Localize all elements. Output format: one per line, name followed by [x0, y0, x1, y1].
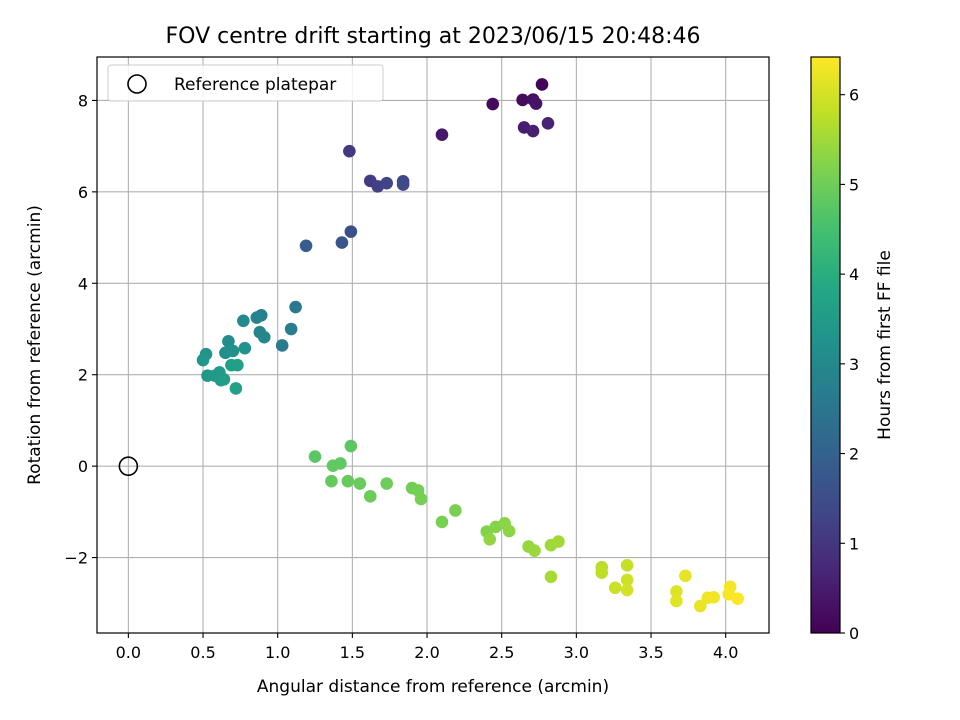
data-point: [380, 176, 394, 190]
data-point: [353, 477, 367, 490]
data-point: [620, 559, 634, 572]
data-point: [435, 515, 449, 529]
data-point: [284, 322, 298, 336]
y-tick-label: 2: [78, 366, 88, 385]
data-point: [289, 300, 302, 314]
colorbar-tick-label: 2: [849, 445, 859, 464]
data-point: [237, 314, 250, 328]
data-point: [535, 78, 549, 91]
data-point: [257, 330, 271, 344]
colorbar-tick-label: 5: [849, 175, 859, 194]
data-point: [544, 570, 558, 584]
data-point: [449, 504, 462, 517]
data-point: [414, 492, 428, 506]
x-axis-title: Angular distance from reference (arcmin): [257, 677, 609, 697]
data-point: [341, 474, 355, 488]
data-point: [731, 592, 744, 606]
x-tick-label: 1.0: [265, 643, 290, 662]
data-point: [343, 144, 356, 158]
data-point: [299, 239, 313, 253]
data-point: [707, 591, 721, 604]
x-tick-label: 2.0: [414, 643, 439, 662]
legend-box: [107, 64, 384, 102]
colorbar-gradient: [810, 56, 841, 634]
legend-label: Reference platepar: [174, 75, 336, 95]
reference-platepar-marker: [118, 456, 139, 476]
data-point: [335, 236, 349, 249]
data-point: [541, 116, 555, 130]
x-tick-label: 3.5: [638, 643, 663, 662]
x-tick-label: 0.0: [116, 643, 141, 662]
data-point: [396, 178, 410, 191]
data-point: [222, 335, 235, 348]
y-tick-label: 8: [78, 91, 88, 110]
colorbar-ticks: 0 1 2 3 4 5 6: [840, 86, 859, 643]
data-point: [670, 594, 683, 608]
plot-area: [97, 57, 769, 633]
data-point: [486, 97, 500, 111]
x-tick-label: 4.0: [713, 643, 738, 662]
colorbar-tick-label: 1: [849, 534, 859, 553]
data-point: [435, 128, 449, 142]
x-tick-label: 2.5: [489, 643, 514, 662]
data-point: [552, 535, 565, 548]
data-point: [620, 573, 634, 587]
data-point: [679, 569, 692, 583]
colorbar-label: Hours from first FF file: [875, 250, 895, 440]
data-point: [502, 524, 516, 538]
legend: Reference platepar: [107, 64, 384, 102]
data-point: [325, 474, 338, 488]
x-tick-label: 1.5: [340, 643, 365, 662]
data-points: [196, 78, 744, 613]
colorbar-tick-label: 4: [849, 265, 859, 284]
chart-title: FOV centre drift starting at 2023/06/15 …: [166, 24, 701, 49]
data-point: [595, 566, 609, 579]
data-point: [528, 544, 541, 558]
data-point: [529, 97, 543, 110]
data-point: [326, 459, 340, 472]
colorbar-tick-label: 0: [849, 624, 859, 643]
y-tick-label: 4: [78, 274, 88, 293]
colorbar: 0 1 2 3 4 5 6 Hours from first FF file: [810, 56, 895, 643]
data-point: [275, 339, 289, 352]
data-point: [231, 358, 244, 372]
data-point: [694, 599, 707, 613]
data-point: [670, 585, 683, 598]
data-point: [238, 341, 252, 355]
y-tick-label: 0: [78, 457, 88, 476]
y-axis-title: Rotation from reference (arcmin): [25, 205, 45, 485]
axis-ticks: 0.0 0.5 1.0 1.5 2.0 2.5 3.0 3.5 4.0 −2 0 2 4 6 8: [64, 91, 738, 662]
colorbar-tick-label: 3: [849, 355, 859, 374]
data-point: [308, 450, 322, 463]
y-tick-label: 6: [78, 183, 88, 202]
data-point: [196, 353, 210, 367]
legend-marker: [127, 74, 147, 94]
plot-frame: [96, 56, 770, 634]
data-point: [526, 124, 540, 138]
data-point: [483, 532, 497, 546]
data-point: [250, 311, 264, 324]
x-tick-label: 0.5: [190, 643, 215, 662]
data-point: [363, 490, 377, 503]
data-point: [516, 93, 529, 107]
x-tick-label: 3.0: [564, 643, 589, 662]
data-point: [226, 344, 240, 358]
data-point: [380, 477, 394, 490]
data-point: [608, 581, 622, 595]
data-point: [229, 382, 243, 395]
colorbar-tick-label: 6: [849, 86, 859, 105]
data-point: [217, 372, 231, 386]
y-tick-label: −2: [64, 549, 88, 568]
data-point: [344, 439, 358, 453]
data-point: [344, 225, 358, 238]
data-point: [620, 583, 634, 597]
